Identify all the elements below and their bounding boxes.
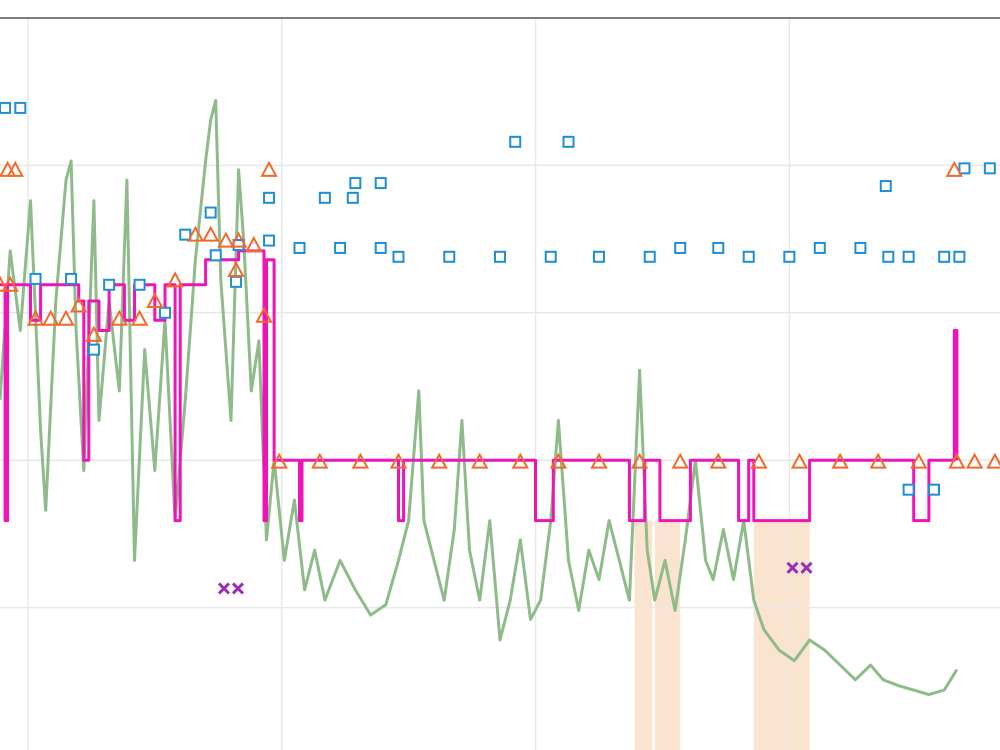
triangle-marker: [186, 225, 205, 242]
square-marker: [813, 241, 826, 254]
shaded-region: [753, 520, 810, 750]
square-marker: [879, 180, 892, 193]
triangle-marker: [948, 452, 966, 469]
triangle-marker: [6, 160, 24, 177]
triangle-marker: [57, 309, 75, 326]
triangle-marker: [750, 452, 768, 469]
square-marker: [592, 250, 605, 263]
triangle-marker: [166, 271, 184, 288]
triangle-marker: [217, 231, 235, 248]
square-marker: [938, 250, 951, 263]
square-marker: [882, 250, 895, 263]
series-line: [0, 99, 959, 697]
triangle-marker: [245, 235, 263, 252]
square-marker: [854, 241, 867, 254]
triangle-marker: [471, 452, 489, 469]
triangle-marker: [0, 275, 9, 292]
triangle-marker: [671, 452, 689, 469]
triangle-marker: [630, 452, 649, 469]
square-marker: [902, 483, 915, 496]
triangle-marker: [790, 452, 809, 469]
square-marker: [443, 250, 456, 263]
square-marker: [958, 162, 971, 175]
square-marker: [742, 250, 755, 263]
triangle-marker: [130, 309, 149, 326]
triangle-marker: [260, 160, 278, 177]
triangle-marker: [201, 225, 220, 242]
square-marker: [103, 278, 116, 291]
triangle-marker: [351, 452, 370, 469]
square-marker: [374, 177, 387, 190]
square-marker: [494, 250, 506, 263]
square-marker: [318, 191, 331, 204]
x-marker: [786, 561, 813, 574]
square-marker: [209, 249, 222, 262]
shaded-region: [634, 520, 653, 750]
square-marker: [133, 278, 146, 291]
square-marker: [983, 162, 996, 175]
square-marker: [346, 191, 359, 204]
x-marker: [217, 582, 245, 595]
square-marker: [179, 228, 192, 241]
square-marker: [374, 241, 387, 254]
triangle-marker: [549, 452, 568, 469]
triangle-marker: [910, 452, 928, 469]
triangle-marker: [945, 160, 963, 177]
triangle-marker: [831, 452, 849, 469]
shaded-region: [654, 520, 681, 750]
square-marker: [509, 135, 522, 148]
square-marker: [87, 343, 100, 356]
triangle-marker: [590, 452, 608, 469]
series-line: [0, 249, 959, 523]
triangle-marker: [965, 452, 984, 469]
square-marker: [65, 272, 78, 285]
square-marker: [158, 306, 171, 319]
square-marker: [643, 250, 656, 263]
square-marker: [783, 250, 796, 263]
triangle-marker: [986, 452, 1000, 469]
triangle-marker: [42, 309, 60, 326]
triangle-marker: [110, 309, 128, 326]
triangle-marker: [227, 260, 245, 278]
triangle-marker: [255, 306, 273, 323]
triangle-marker: [869, 452, 887, 469]
square-marker: [334, 241, 347, 254]
square-marker: [263, 234, 276, 247]
square-marker: [0, 101, 12, 114]
triangle-marker: [70, 296, 88, 313]
triangle-marker: [270, 452, 288, 469]
square-marker: [544, 250, 557, 263]
square-marker: [29, 272, 42, 285]
plot-area: [0, 18, 1000, 750]
square-marker: [293, 241, 306, 254]
square-marker: [953, 250, 966, 263]
square-marker: [232, 238, 245, 251]
triangle-marker: [389, 452, 408, 469]
triangle-marker: [229, 231, 248, 248]
triangle-marker: [85, 325, 103, 342]
square-marker: [230, 275, 243, 288]
square-marker: [674, 241, 687, 254]
triangle-marker: [430, 452, 448, 469]
triangle-marker: [311, 452, 329, 469]
square-marker: [562, 135, 575, 148]
square-marker: [902, 250, 915, 263]
square-marker: [349, 177, 362, 190]
triangle-marker: [26, 309, 45, 326]
triangle-marker: [1, 275, 19, 292]
square-marker: [392, 250, 405, 263]
triangle-marker: [709, 452, 727, 469]
square-marker: [928, 483, 941, 496]
triangle-marker: [511, 452, 529, 469]
square-marker: [712, 241, 725, 254]
square-marker: [204, 206, 217, 219]
triangle-marker: [146, 291, 164, 309]
square-marker: [14, 101, 27, 114]
square-marker: [263, 191, 276, 204]
